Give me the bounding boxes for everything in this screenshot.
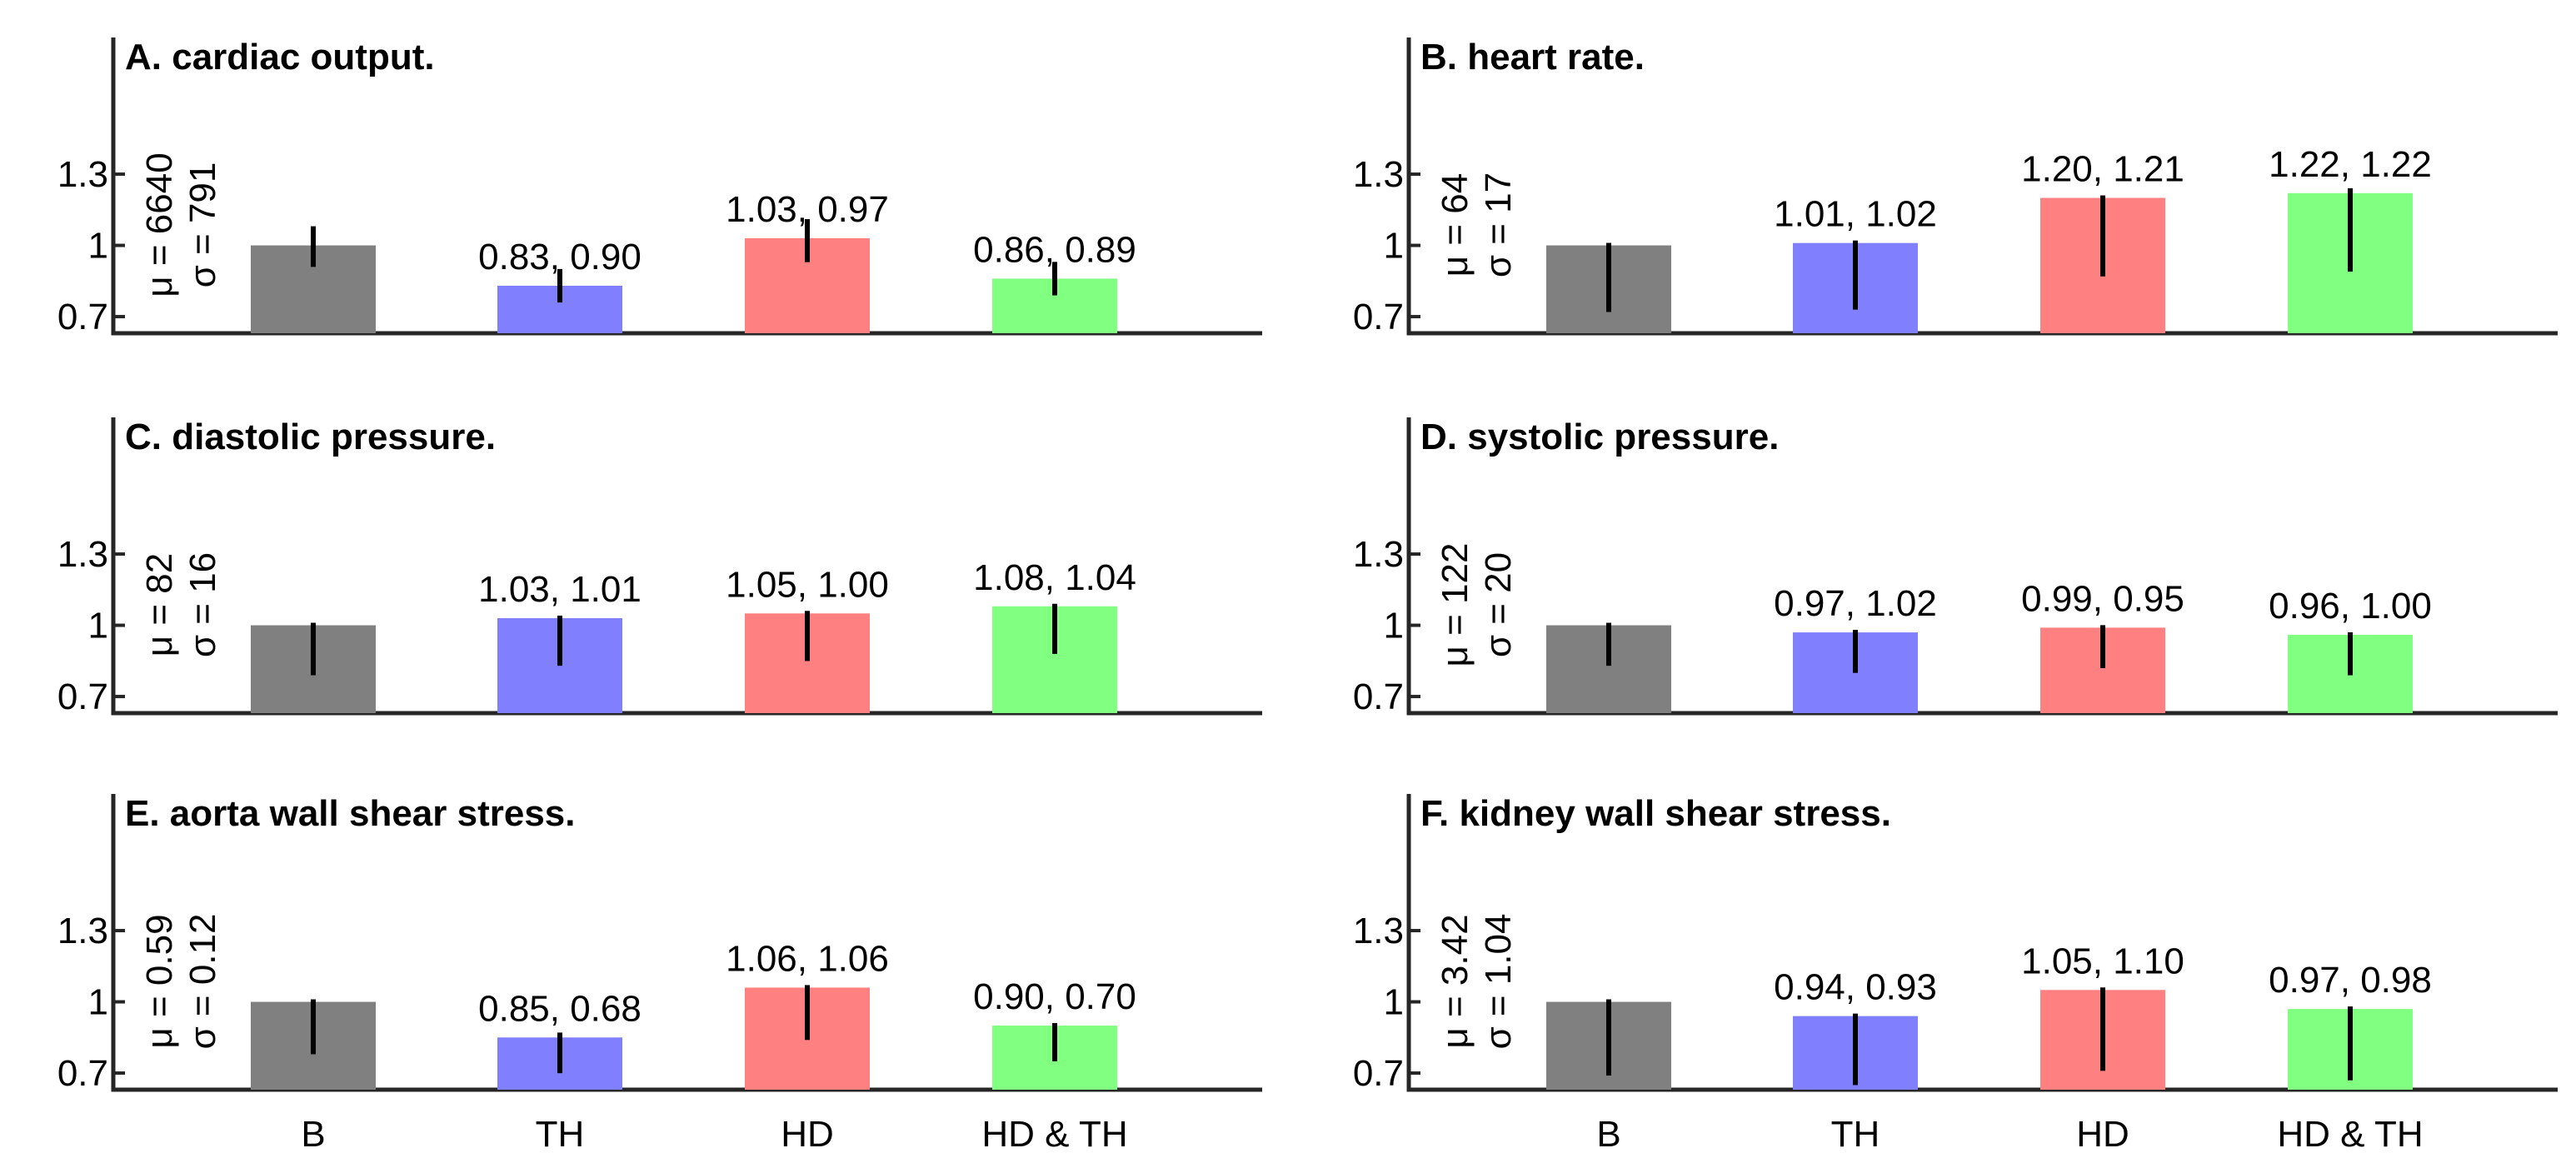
y-tick-label: 0.7: [1353, 1053, 1404, 1094]
bar-value-label: 1.01, 1.02: [1774, 194, 1937, 235]
panel-f: 0.7 1 1.3 F. kidney wall shear stress. μ = 3…: [1353, 793, 2558, 1155]
bar-value-label: 1.22, 1.22: [2269, 144, 2432, 185]
bar-value-label: 1.06, 1.06: [726, 938, 889, 979]
panel-title: D. systolic pressure.: [1420, 417, 1779, 457]
panel-axes: [111, 417, 1262, 716]
y-tick-label: 1.3: [57, 534, 108, 575]
y-tick-label: 1: [88, 982, 108, 1023]
panel-e: 0.7 1 1.3 E. aorta wall shear stress. μ = 0.…: [57, 793, 1262, 1155]
bar-value-label: 1.05, 1.10: [2021, 941, 2184, 981]
bar-value-label: 1.05, 1.00: [726, 564, 889, 605]
y-tick-label: 1.3: [1353, 534, 1404, 575]
bar-value-label: 1.08, 1.04: [973, 557, 1136, 598]
panel-title: B. heart rate.: [1420, 37, 1645, 77]
x-category-label: TH: [1831, 1114, 1880, 1155]
sigma-label: σ = 16: [182, 552, 223, 657]
panel-title: A. cardiac output.: [125, 37, 435, 77]
y-tick-label: 1: [88, 226, 108, 267]
mu-label: μ = 122: [1435, 543, 1475, 667]
y-tick-label: 1.3: [1353, 154, 1404, 195]
panel-title: E. aorta wall shear stress.: [125, 793, 576, 834]
y-tick-label: 1: [1384, 226, 1404, 267]
panel-axes: [1406, 794, 2558, 1092]
x-category-label: HD: [2076, 1114, 2129, 1155]
x-category-label: B: [1596, 1114, 1620, 1155]
y-tick-label: 0.7: [57, 676, 108, 717]
y-tick-label: 0.7: [1353, 297, 1404, 337]
x-category-label: B: [301, 1114, 325, 1155]
panel-a: 0.7 1 1.3 A. cardiac output. μ = 6640 σ = 791…: [57, 37, 1262, 337]
bar-value-label: 0.90, 0.70: [973, 976, 1136, 1017]
panel-axes: [111, 37, 1262, 336]
bar-value-label: 0.97, 0.98: [2269, 960, 2432, 1001]
panel-axes: [1406, 417, 2558, 716]
y-tick-label: 1.3: [57, 911, 108, 951]
panel-axes: [111, 794, 1262, 1092]
bar-value-label: 1.20, 1.21: [2021, 149, 2184, 190]
bar-value-label: 0.83, 0.90: [478, 237, 642, 277]
bar-value-label: 1.03, 1.01: [478, 569, 642, 610]
x-category-label: TH: [536, 1114, 585, 1155]
y-tick-label: 0.7: [1353, 676, 1404, 717]
panel-title: F. kidney wall shear stress.: [1420, 793, 1891, 834]
panel-b: 0.7 1 1.3 B. heart rate. μ = 64 σ = 17 1.01, 1…: [1353, 37, 2558, 337]
y-tick-label: 0.7: [57, 297, 108, 337]
x-category-label: HD: [781, 1114, 834, 1155]
x-category-label: HD & TH: [981, 1114, 1127, 1155]
mu-label: μ = 3.42: [1435, 914, 1475, 1048]
sigma-label: σ = 1.04: [1478, 914, 1519, 1050]
y-tick-label: 0.7: [57, 1053, 108, 1094]
x-category-label: HD & TH: [2277, 1114, 2423, 1155]
bar-value-label: 1.03, 0.97: [726, 189, 889, 230]
sigma-label: σ = 17: [1478, 172, 1519, 277]
y-tick-label: 1.3: [1353, 911, 1404, 951]
y-tick-label: 1: [88, 606, 108, 646]
y-tick-label: 1: [1384, 606, 1404, 646]
bar-value-label: 0.99, 0.95: [2021, 578, 2184, 619]
bar-value-label: 0.94, 0.93: [1774, 967, 1937, 1008]
mu-label: μ = 82: [139, 553, 180, 656]
bar-value-label: 0.97, 1.02: [1774, 583, 1937, 624]
sigma-label: σ = 0.12: [182, 914, 223, 1050]
bar-value-label: 0.96, 1.00: [2269, 586, 2432, 626]
panel-axes: [1406, 37, 2558, 336]
panel-title: C. diastolic pressure.: [125, 417, 496, 457]
panel-d: 0.7 1 1.3 D. systolic pressure. μ = 122 σ = 2…: [1353, 417, 2558, 717]
mu-label: μ = 6640: [139, 152, 180, 297]
sigma-label: σ = 791: [182, 162, 223, 288]
y-tick-label: 1.3: [57, 154, 108, 195]
y-tick-label: 1: [1384, 982, 1404, 1023]
mu-label: μ = 0.59: [139, 914, 180, 1048]
mu-label: μ = 64: [1435, 173, 1475, 277]
bar-value-label: 0.85, 0.68: [478, 988, 642, 1029]
panel-c: 0.7 1 1.3 C. diastolic pressure. μ = 82 σ = 1…: [57, 417, 1262, 717]
sigma-label: σ = 20: [1478, 552, 1519, 657]
bar-value-label: 0.86, 0.89: [973, 229, 1136, 270]
